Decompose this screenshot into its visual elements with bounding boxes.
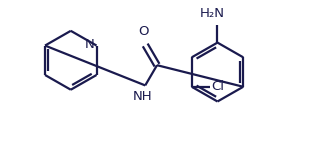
Text: O: O [138,25,149,38]
Text: H₂N: H₂N [200,7,225,20]
Text: Cl: Cl [211,80,225,93]
Text: NH: NH [132,90,152,103]
Text: N: N [85,38,94,51]
